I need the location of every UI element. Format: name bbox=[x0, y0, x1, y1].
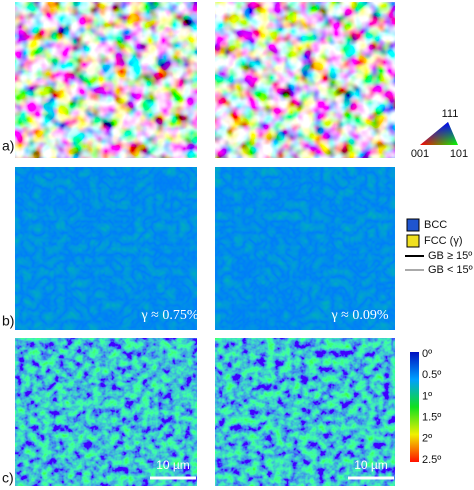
scale-bar: 10 µm 10 µm bbox=[150, 458, 394, 480]
kam-map-left bbox=[15, 338, 197, 486]
ipf-label: 111 bbox=[442, 108, 459, 120]
panel-label: b) bbox=[2, 313, 14, 329]
colorbar-label: 1º bbox=[422, 390, 432, 402]
colorbar-label: 2º bbox=[422, 433, 432, 445]
colorbar-label: 1.5º bbox=[422, 412, 441, 424]
ipf-legend: 111 001 101 bbox=[411, 108, 468, 160]
phase-map-left bbox=[15, 167, 197, 330]
colorbar-label: 0º bbox=[422, 348, 432, 360]
ipf-map-right bbox=[215, 2, 395, 158]
legend-text: FCC (γ) bbox=[424, 235, 463, 247]
legend-text: BCC bbox=[424, 219, 447, 231]
panel-label: c) bbox=[2, 470, 14, 486]
phase-fraction: γ ≈ 0.09% bbox=[330, 308, 388, 323]
kam-map-right bbox=[215, 338, 395, 486]
kam-colorbar: 0º 0.5º 1º 1.5º 2º 2.5º bbox=[410, 348, 441, 466]
colorbar-label: 2.5º bbox=[422, 454, 441, 466]
phase-fraction: γ ≈ 0.75% bbox=[140, 308, 198, 323]
ipf-map-left bbox=[15, 2, 197, 158]
colorbar-label: 0.5º bbox=[422, 369, 441, 381]
phase-map-right bbox=[215, 167, 395, 330]
ipf-label: 101 bbox=[450, 148, 468, 160]
ipf-label: 001 bbox=[411, 148, 429, 160]
phase-legend: BCC FCC (γ) GB ≥ 15º GB < 15º bbox=[405, 218, 473, 276]
panel-label: a) bbox=[2, 138, 14, 154]
scale-bar-text: 10 µm bbox=[156, 458, 190, 472]
legend-text: GB < 15º bbox=[428, 264, 473, 276]
scale-bar-text: 10 µm bbox=[354, 458, 388, 472]
legend-text: GB ≥ 15º bbox=[428, 250, 472, 262]
